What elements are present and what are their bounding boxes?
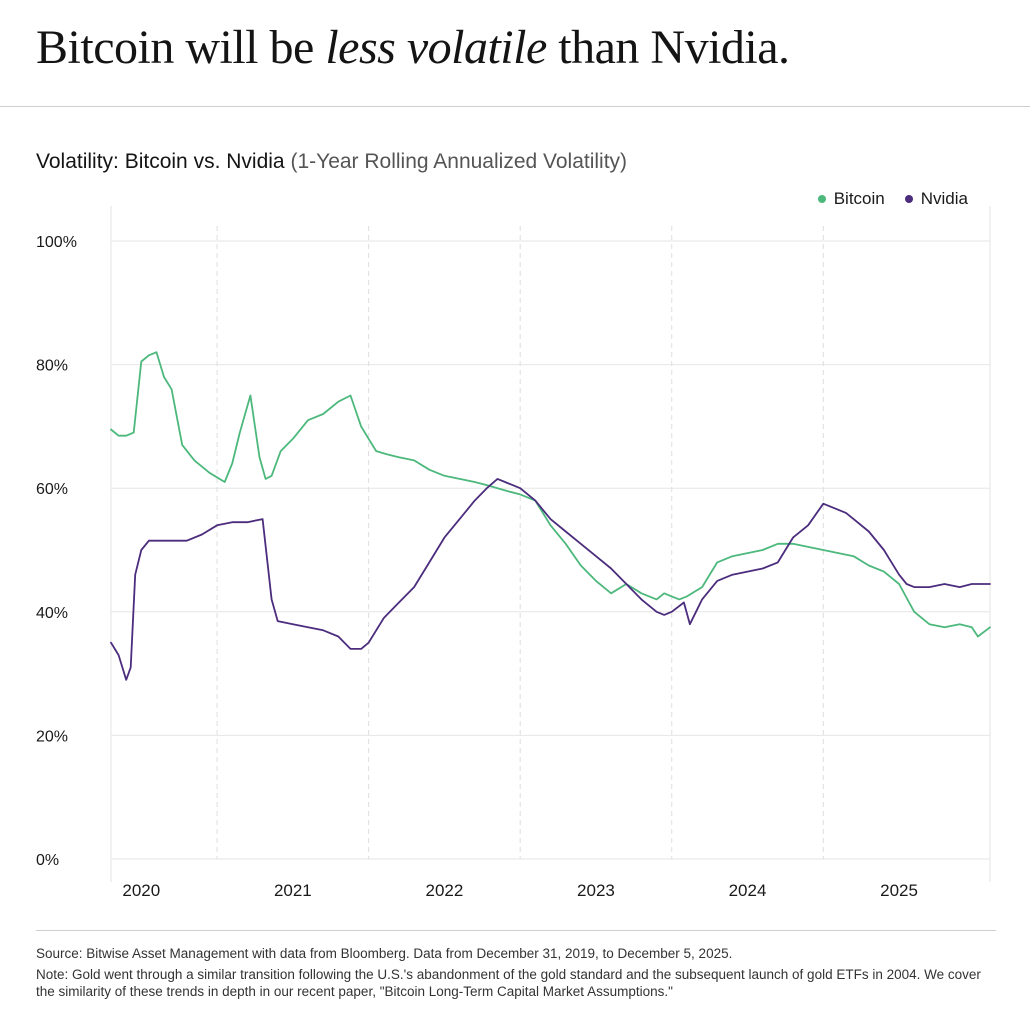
y-tick-label: 80% [36, 358, 68, 375]
x-tick-label: 2020 [122, 881, 160, 900]
headline-part2: than Nvidia. [546, 21, 790, 74]
y-tick-label: 0% [36, 852, 59, 869]
headline: Bitcoin will be less volatile than Nvidi… [36, 18, 790, 78]
series-line-bitcoin [110, 351, 991, 638]
y-tick-label: 40% [36, 605, 68, 622]
chart-title-main: Volatility: Bitcoin vs. Nvidia [36, 150, 285, 173]
legend-item-nvidia: Nvidia [904, 188, 968, 210]
x-tick-label: 2021 [274, 881, 312, 900]
x-tick-label: 2022 [425, 881, 463, 900]
y-tick-label: 60% [36, 481, 68, 498]
chart-footer: Source: Bitwise Asset Management with da… [36, 930, 996, 1004]
footnote: Note: Gold went through a similar transi… [36, 967, 981, 999]
series-line-nvidia [110, 477, 991, 681]
x-tick-label: 2023 [577, 881, 615, 900]
header-divider [0, 106, 1030, 107]
chart-subtitle: (1-Year Rolling Annualized Volatility) [290, 150, 628, 173]
legend-label-nvidia: Nvidia [920, 189, 968, 208]
headline-emphasis: less volatile [325, 21, 547, 74]
legend-label-bitcoin: Bitcoin [833, 189, 885, 208]
y-tick-label: 100% [36, 234, 77, 251]
legend-item-bitcoin: Bitcoin [817, 188, 885, 210]
chart-title: Volatility: Bitcoin vs. Nvidia (1-Year R… [36, 148, 627, 176]
y-tick-label: 20% [36, 728, 68, 745]
x-tick-label: 2025 [880, 881, 918, 900]
source-note: Source: Bitwise Asset Management with da… [36, 946, 733, 961]
volatility-chart: 0% 20% 40% 60% 80% 100% 2020 2021 2022 2023 2024 20… [36, 206, 991, 900]
x-tick-label: 2024 [729, 881, 767, 900]
headline-part1: Bitcoin will be [36, 21, 326, 74]
legend-dot-bitcoin [817, 195, 826, 203]
legend-dot-nvidia [904, 195, 913, 203]
chart-legend: Bitcoin Nvidia [817, 188, 968, 210]
